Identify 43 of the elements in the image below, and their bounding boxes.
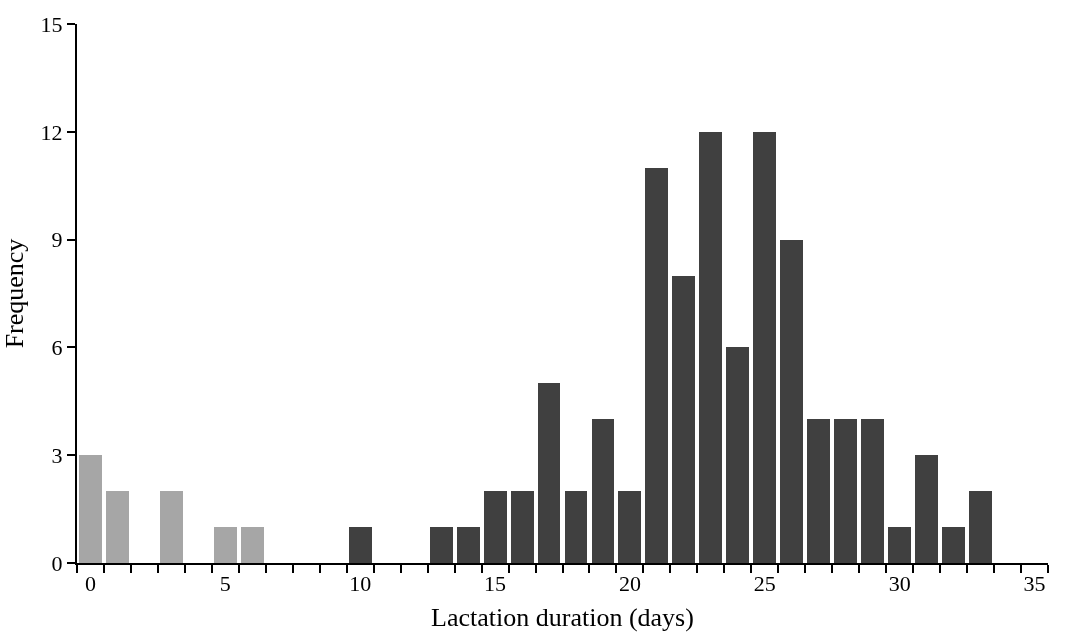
y-axis-title: Frequency bbox=[0, 238, 29, 349]
bar bbox=[592, 419, 614, 563]
bar bbox=[969, 491, 992, 563]
bar bbox=[565, 491, 587, 563]
bar bbox=[699, 132, 722, 563]
x-tick-label: 15 bbox=[484, 571, 507, 597]
bar bbox=[349, 527, 372, 563]
bar bbox=[807, 419, 830, 563]
bar bbox=[430, 527, 453, 563]
y-tick-label: 12 bbox=[40, 119, 63, 145]
bar bbox=[241, 527, 264, 563]
x-tick-label: 20 bbox=[618, 571, 641, 597]
bar bbox=[484, 491, 507, 563]
bar bbox=[457, 527, 480, 563]
bar bbox=[672, 276, 695, 563]
bar bbox=[106, 491, 129, 563]
bar bbox=[160, 491, 183, 563]
x-tick-label: 35 bbox=[1023, 571, 1046, 597]
y-tick-label: 6 bbox=[51, 335, 63, 361]
bar bbox=[915, 455, 938, 563]
bar bbox=[942, 527, 965, 563]
y-tick-label: 9 bbox=[51, 227, 63, 253]
y-tick-label: 15 bbox=[40, 11, 63, 37]
bar bbox=[834, 419, 857, 563]
bar bbox=[618, 491, 641, 563]
bar bbox=[538, 383, 560, 563]
x-tick-label: 10 bbox=[349, 571, 372, 597]
bar bbox=[861, 419, 884, 563]
x-tick-label: 0 bbox=[84, 571, 96, 597]
bar bbox=[726, 347, 749, 563]
x-tick-label: 5 bbox=[219, 571, 231, 597]
bar bbox=[511, 491, 534, 563]
bar bbox=[753, 132, 776, 563]
bar bbox=[645, 168, 668, 563]
bar bbox=[79, 455, 102, 563]
x-tick-label: 25 bbox=[753, 571, 776, 597]
x-axis-title: Lactation duration (days) bbox=[431, 602, 694, 632]
x-tick-label: 30 bbox=[888, 571, 911, 597]
bar bbox=[214, 527, 237, 563]
y-tick-label: 0 bbox=[51, 550, 63, 576]
bar bbox=[888, 527, 911, 563]
bar bbox=[780, 240, 803, 563]
y-tick-label: 3 bbox=[51, 442, 63, 468]
